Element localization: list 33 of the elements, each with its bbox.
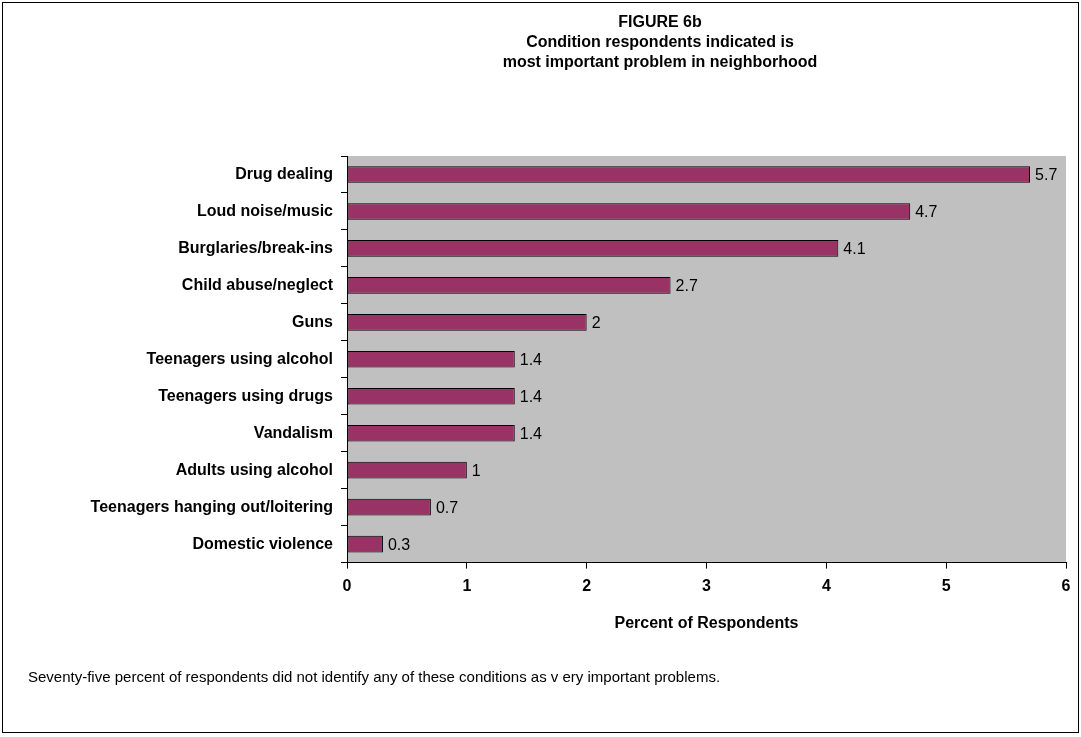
chart-title: FIGURE 6b: [617, 12, 703, 32]
y-tick-label: Vandalism: [253, 423, 333, 441]
chart-subtitle: Condition respondents indicated is most important problem in neighborhood: [501, 32, 819, 72]
y-tick-label: Guns: [292, 312, 334, 330]
y-tick-label: Adults using alcohol: [175, 460, 333, 478]
x-tick-label: 2: [582, 576, 592, 594]
y-tick-label: Teenagers hanging out/loitering: [90, 497, 333, 515]
data-label: 2.7: [675, 276, 698, 294]
y-tick-label: Domestic violence: [192, 534, 334, 552]
data-label: 0.7: [435, 498, 459, 516]
y-tick-label: Teenagers using drugs: [158, 386, 334, 404]
data-label: 1.4: [519, 387, 543, 405]
y-tick-label: Loud noise/music: [196, 201, 334, 219]
x-tick-label: 4: [821, 576, 831, 594]
data-label: 0.3: [387, 535, 411, 553]
x-tick-label: 3: [702, 576, 712, 594]
y-tick-label: Child abuse/neglect: [181, 275, 334, 293]
data-label: 1: [471, 461, 481, 479]
data-label: 4.1: [843, 239, 866, 257]
x-tick-label: 1: [462, 576, 472, 594]
data-label: 1.4: [519, 424, 543, 442]
x-axis-title: Percent of Respondents: [614, 613, 799, 631]
x-tick-label: 0: [342, 576, 352, 594]
y-tick-label: Teenagers using alcohol: [146, 349, 333, 367]
y-tick-label: Burglaries/break-ins: [178, 238, 334, 256]
x-tick-label: 5: [941, 576, 951, 594]
data-label: 1.4: [519, 350, 543, 368]
text: Seventy-five percent of respondents did not identify any of these conditions as v ery important problems.: [28, 668, 721, 685]
data-label: 2: [591, 313, 601, 331]
x-tick-label: 6: [1061, 576, 1071, 594]
data-label: 4.7: [915, 202, 938, 220]
y-tick-label: Drug dealing: [235, 164, 333, 182]
data-label: 5.7: [1035, 165, 1058, 183]
